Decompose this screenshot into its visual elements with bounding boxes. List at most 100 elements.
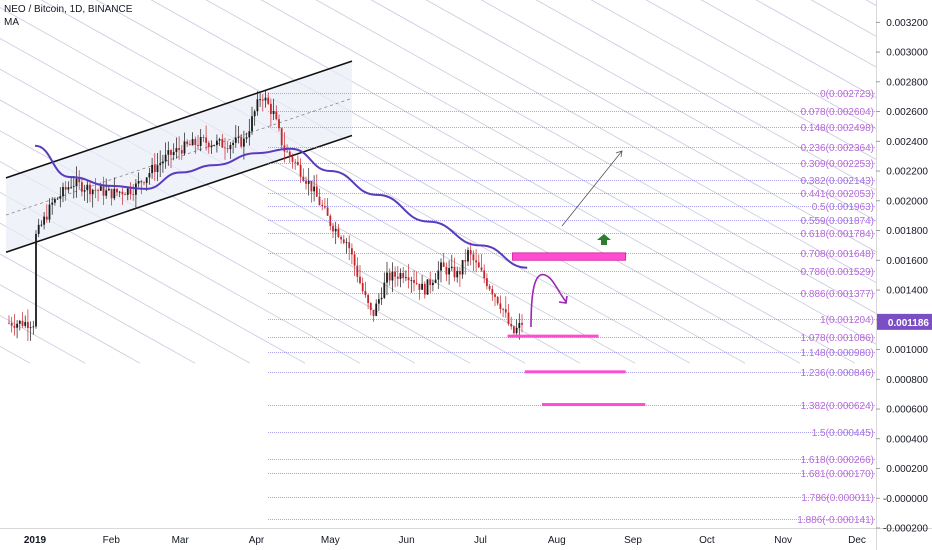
candle-body	[251, 116, 253, 132]
candle-body	[210, 145, 213, 148]
candle-body	[83, 190, 86, 192]
candle-body	[64, 186, 67, 190]
fib-level-label: 0.441(0.002053)	[801, 189, 874, 200]
candle-body	[91, 189, 94, 195]
candle-body	[45, 216, 48, 220]
candle-body	[245, 137, 248, 139]
candle-body	[232, 142, 234, 145]
diagonal-line	[0, 191, 306, 364]
candle-body	[97, 190, 99, 192]
candle-body	[178, 148, 180, 151]
diagonal-line	[0, 284, 141, 364]
candle-body	[175, 148, 178, 153]
fib-level-label: 0.786(0.001529)	[801, 267, 874, 278]
candle-body	[75, 178, 78, 187]
candle-body	[129, 188, 132, 195]
candle-body	[113, 188, 116, 199]
price-tag-label: 0.001186	[888, 318, 930, 329]
candle-body	[270, 103, 272, 115]
fib-level-label: 1.236(0.000846)	[801, 368, 874, 379]
candle-body	[337, 228, 340, 238]
candles	[8, 90, 523, 342]
fib-level-label: 0.078(0.002604)	[801, 107, 874, 118]
channel-upper-line	[5, 60, 353, 179]
candle-body	[18, 320, 21, 324]
candle-body	[310, 180, 313, 192]
candle-body	[94, 189, 97, 191]
candle-body	[518, 322, 521, 329]
fib-level-label: 1.5(0.000445)	[812, 428, 874, 439]
candle-body	[124, 194, 126, 196]
candle-body	[515, 328, 518, 334]
candle-body	[437, 270, 440, 280]
candle-body	[440, 262, 442, 271]
candle-body	[291, 156, 294, 162]
candle-body	[353, 254, 356, 266]
candle-body	[140, 180, 143, 183]
diagonal-line	[810, 0, 876, 37]
candle-body	[369, 303, 372, 311]
candle-body	[29, 327, 32, 329]
candle-body	[380, 297, 383, 300]
candle-body	[102, 186, 105, 196]
candle-body	[126, 188, 129, 195]
candle-body	[16, 323, 18, 328]
candle-body	[356, 265, 359, 277]
candle-body	[221, 139, 224, 148]
candle-body	[504, 309, 507, 313]
candle-body	[108, 188, 110, 191]
candle-body	[207, 142, 210, 148]
time-tick-label: Mar	[172, 535, 190, 546]
curved-arrow	[530, 273, 567, 328]
candle-body	[378, 299, 380, 304]
candle-body	[143, 182, 145, 184]
candle-body	[351, 248, 353, 255]
candle-body	[386, 272, 388, 283]
diagonal-line	[590, 0, 876, 160]
candle-body	[450, 266, 453, 269]
candle-body	[432, 282, 434, 286]
candle-body	[256, 99, 259, 112]
candle-body	[275, 111, 278, 120]
candle-body	[151, 164, 153, 174]
candle-body	[407, 277, 410, 281]
candle-body	[99, 186, 102, 191]
candle-body	[153, 164, 156, 172]
candle-body	[305, 180, 307, 184]
time-tick-label: Oct	[699, 535, 715, 546]
candle-body	[89, 184, 91, 195]
fib-level-label: 1.786(0.000011)	[801, 493, 874, 504]
candle-body	[494, 294, 496, 297]
price-tick-label: 0.000200	[886, 464, 928, 475]
candle-body	[202, 136, 205, 138]
diagonal-line	[645, 0, 876, 130]
fib-level-label: 1(0.001204)	[820, 315, 874, 326]
candle-body	[172, 152, 175, 156]
candle-body	[421, 283, 423, 290]
candle-body	[405, 277, 407, 279]
candle-body	[302, 176, 305, 181]
candle-body	[248, 131, 251, 138]
candle-body	[70, 186, 72, 188]
candle-body	[359, 276, 361, 284]
diagonal-line	[95, 0, 746, 364]
indicator-label: MA	[4, 17, 19, 28]
up-arrow-icon	[597, 234, 611, 245]
candle-body	[326, 207, 329, 216]
price-tick-label: 0.002600	[886, 107, 928, 118]
time-tick-label: Jul	[474, 535, 487, 546]
fib-level-label: 0.236(0.002364)	[801, 143, 874, 154]
time-tick-label: Aug	[548, 535, 566, 546]
time-tick-label: Apr	[249, 535, 265, 546]
time-tick-label: Nov	[774, 535, 792, 546]
candle-body	[442, 262, 445, 267]
diagonal-line	[700, 0, 876, 99]
candle-body	[288, 151, 291, 157]
fib-level-label: 1.078(0.001086)	[801, 333, 874, 344]
candle-body	[467, 250, 469, 262]
price-axis-area	[876, 0, 932, 550]
candle-body	[62, 186, 64, 197]
fib-level-label: 0(0.002723)	[820, 89, 874, 100]
candle-body	[321, 204, 324, 207]
